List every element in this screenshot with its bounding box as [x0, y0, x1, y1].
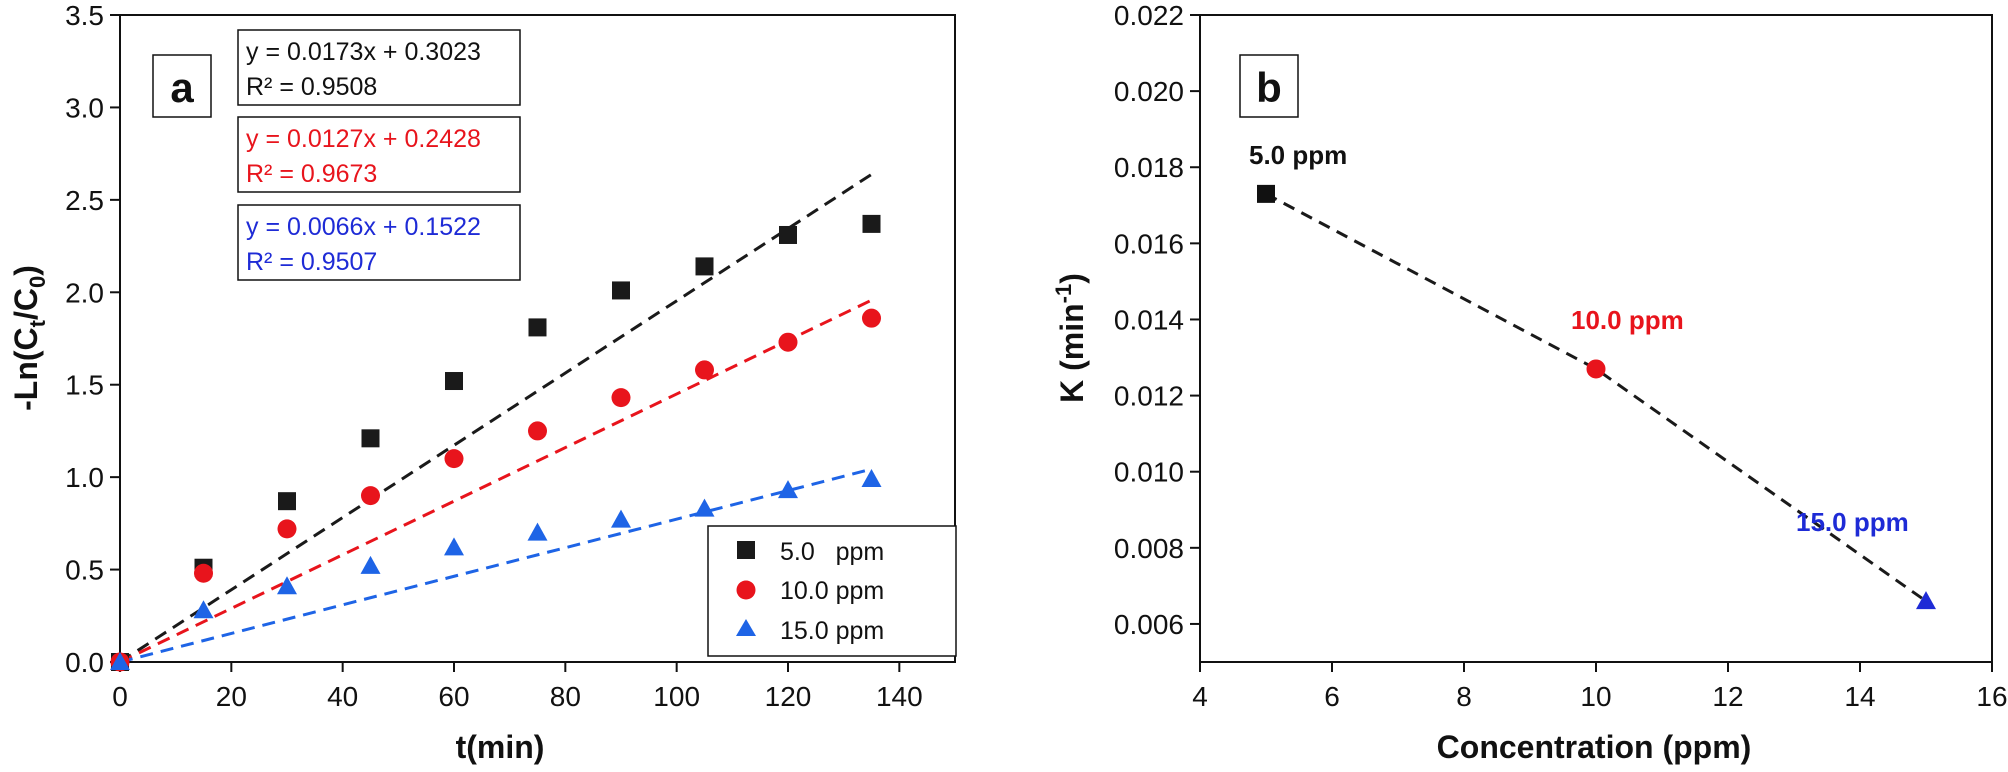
data-point-15-0-ppm — [611, 509, 631, 528]
panel-b-chart: 4 6 8 10 12 14 16 0.006 0.008 0.010 0.012 0.014 0.01… — [1051, 0, 2008, 765]
panel-a-y-tick-label: 0.5 — [65, 555, 104, 586]
panel-a-x-tick-label: 140 — [876, 681, 923, 712]
point-5-0-ppm — [1257, 184, 1275, 203]
data-point-15-0-ppm — [193, 600, 214, 619]
panel-a-label-box — [152, 54, 212, 118]
data-point-10-0-ppm — [778, 332, 798, 352]
equation-15ppm: y = 0.0066x + 0.1522 — [246, 213, 481, 241]
panel-b-y-tick-label: 0.022 — [1114, 0, 1184, 31]
panel-b-y-tick-label: 0.014 — [1114, 304, 1184, 335]
panel-b-y-tick-label: 0.020 — [1114, 76, 1184, 107]
panel-a-y-tick-label: 3.5 — [65, 0, 104, 31]
data-point-15-0-ppm — [778, 480, 798, 499]
data-point-15-0-ppm — [110, 652, 130, 670]
panel-a-x-tick-label: 60 — [438, 681, 469, 712]
panel-a-x-tick-label: 20 — [216, 681, 247, 712]
data-point-5-0-ppm — [862, 214, 881, 233]
point-label-5-0-ppm: 5.0 ppm — [1249, 140, 1347, 170]
panel-b-label-box — [1239, 54, 1299, 118]
equation-box-10ppm — [237, 116, 521, 193]
data-point-15-0-ppm — [277, 576, 297, 595]
panel-a-y-axis-title: -Ln(Ct/C0) — [8, 265, 50, 411]
panel-a-y-tick-label: 1.5 — [65, 370, 104, 401]
r2-10ppm: R² = 0.9673 — [246, 160, 377, 188]
data-point-10-0-ppm — [862, 308, 881, 328]
panel-a-x-axis-title: t(min) — [456, 729, 545, 765]
legend-marker-15ppm — [736, 619, 756, 636]
trend-line — [1265, 192, 1927, 603]
legend-label-10ppm: 10.0 ppm — [780, 577, 884, 605]
data-point-10-0-ppm — [611, 388, 631, 408]
data-point-5-0-ppm — [445, 372, 463, 391]
legend: 5.0 ppm 10.0 ppm 15.0 ppm — [707, 525, 957, 657]
panel-b-x-tick-label: 14 — [1844, 681, 1875, 712]
panel-b-y-tick-label: 0.008 — [1114, 533, 1184, 564]
data-point-10-0-ppm — [361, 486, 380, 506]
data-point-15-0-ppm — [360, 555, 381, 574]
equation-box-5ppm — [237, 29, 521, 106]
data-point-5-0-ppm — [278, 492, 296, 511]
panel-a-chart: 0 20 40 60 80 100 120 140 0.0 0.5 1.0 1.5 2.0 2.5 3.0 3… — [8, 0, 957, 765]
legend-marker-10ppm — [736, 580, 756, 600]
data-point-5-0-ppm — [528, 318, 547, 337]
panel-b-y-tick-label: 0.012 — [1114, 381, 1184, 412]
panel-b-x-axis-title: Concentration (ppm) — [1437, 729, 1752, 765]
panel-b-x-tick-label: 4 — [1192, 681, 1208, 712]
panel-b-x-tick-label: 16 — [1976, 681, 2007, 712]
panel-a-y-tick-label: 1.0 — [65, 462, 104, 493]
panel-a-y-tick-label: 0.0 — [65, 647, 104, 678]
point-15-0-ppm — [1916, 591, 1936, 610]
panel-b-x-tick-label: 10 — [1580, 681, 1611, 712]
legend-label-15ppm: 15.0 ppm — [780, 617, 884, 645]
panel-a-y-tick-label: 3.0 — [65, 92, 104, 123]
equation-box-15ppm — [237, 204, 521, 281]
data-point-5-0-ppm — [779, 225, 797, 244]
fit-line-5-0-ppm — [119, 173, 873, 664]
data-point-15-0-ppm — [861, 468, 882, 487]
data-point-10-0-ppm — [444, 449, 464, 469]
data-point-15-0-ppm — [527, 522, 548, 541]
data-point-5-0-ppm — [361, 429, 380, 448]
legend-marker-5ppm — [737, 541, 755, 559]
panel-b-y-tick-label: 0.018 — [1114, 152, 1184, 183]
r2-15ppm: R² = 0.9507 — [246, 248, 377, 276]
panel-b-x-tick-label: 6 — [1324, 681, 1340, 712]
panel-b-x-tick-label: 8 — [1456, 681, 1472, 712]
panel-a-y-tick-label: 2.5 — [65, 185, 104, 216]
data-point-10-0-ppm — [194, 563, 213, 583]
legend-label-5ppm: 5.0 ppm — [780, 538, 884, 566]
panel-b-y-tick-label: 0.010 — [1114, 457, 1184, 488]
panel-b-plot-area — [1199, 14, 1993, 663]
data-point-10-0-ppm — [528, 421, 547, 441]
panel-a-x-tick-label: 0 — [112, 681, 128, 712]
point-10-0-ppm — [1586, 359, 1606, 379]
data-point-5-0-ppm — [612, 281, 630, 300]
panel-a-label: a — [170, 64, 194, 111]
panel-b-y-tick-label: 0.006 — [1114, 609, 1184, 640]
panel-a-x-tick-label: 80 — [550, 681, 581, 712]
panel-b-x-tick-label: 12 — [1712, 681, 1743, 712]
panel-a-x-tick-label: 40 — [327, 681, 358, 712]
point-label-15-0-ppm: 15.0 ppm — [1796, 507, 1909, 537]
equation-5ppm: y = 0.0173x + 0.3023 — [246, 38, 481, 66]
point-label-10-0-ppm: 10.0 ppm — [1571, 305, 1684, 335]
panel-b-y-tick-label: 0.016 — [1114, 228, 1184, 259]
panel-a-x-tick-label: 120 — [765, 681, 812, 712]
data-point-10-0-ppm — [695, 360, 714, 380]
panel-a-y-tick-label: 2.0 — [65, 277, 104, 308]
fit-line-10-0-ppm — [119, 298, 873, 664]
panel-a-x-tick-label: 100 — [653, 681, 700, 712]
data-point-5-0-ppm — [695, 257, 714, 276]
r2-5ppm: R² = 0.9508 — [246, 73, 377, 101]
equation-10ppm: y = 0.0127x + 0.2428 — [246, 125, 481, 153]
panel-b-label: b — [1256, 64, 1282, 111]
data-point-15-0-ppm — [694, 498, 715, 517]
fit-line-15-0-ppm — [119, 467, 872, 664]
panel-b-y-axis-title: K (min-1) — [1051, 273, 1090, 403]
data-point-10-0-ppm — [277, 519, 297, 539]
data-point-15-0-ppm — [444, 537, 464, 556]
